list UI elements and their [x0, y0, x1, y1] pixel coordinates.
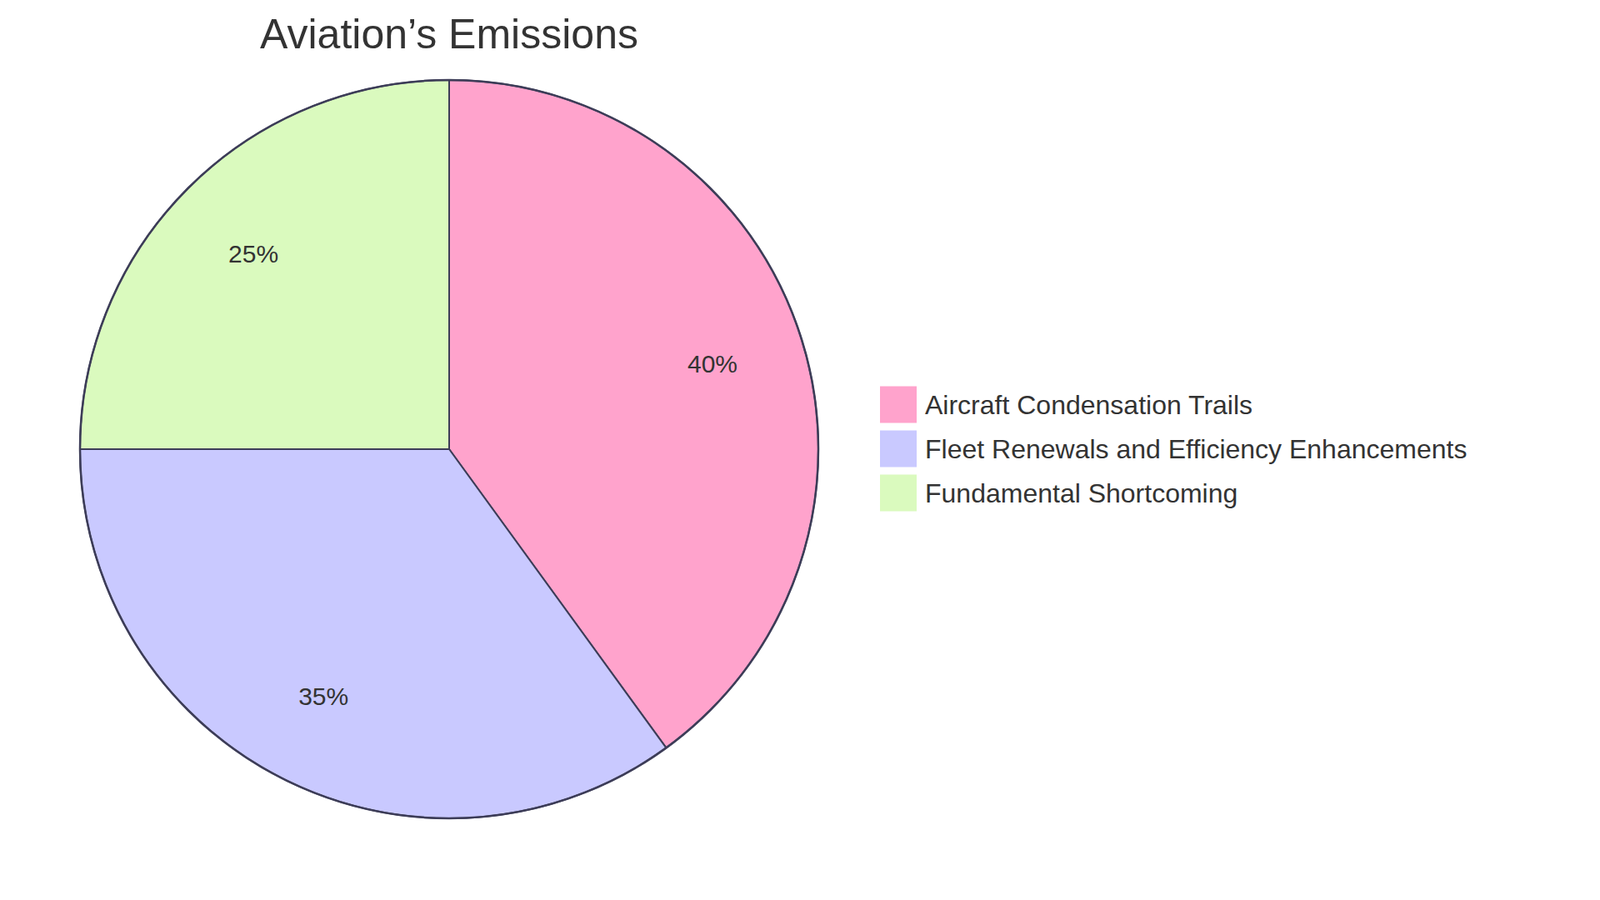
legend-swatch: [880, 430, 917, 468]
chart-title: Aviation’s Emissions: [260, 10, 639, 58]
legend-item: Fleet Renewals and Efficiency Enhancemen…: [880, 430, 1467, 468]
pie-slice: [80, 449, 666, 819]
pie-slice: [80, 80, 450, 450]
chart: Aviation’s Emissions 40% 35% 25% Aircraft Co…: [0, 0, 1600, 900]
data-label: 25%: [228, 240, 279, 268]
legend-label: Fleet Renewals and Efficiency Enhancemen…: [925, 434, 1467, 465]
legend-label: Fundamental Shortcoming: [925, 478, 1238, 509]
legend-item: Fundamental Shortcoming: [880, 475, 1238, 512]
pie: 40% 35% 25%: [80, 80, 819, 819]
legend-swatch: [880, 386, 917, 424]
legend: Aircraft Condensation Trails Fleet Renewa…: [880, 386, 1467, 512]
data-label: 35%: [298, 682, 349, 710]
pie-outline: [80, 80, 819, 819]
legend-swatch: [880, 475, 917, 512]
legend-label: Aircraft Condensation Trails: [925, 390, 1253, 420]
data-label: 40%: [687, 350, 738, 378]
legend-item: Aircraft Condensation Trails: [880, 386, 1253, 424]
